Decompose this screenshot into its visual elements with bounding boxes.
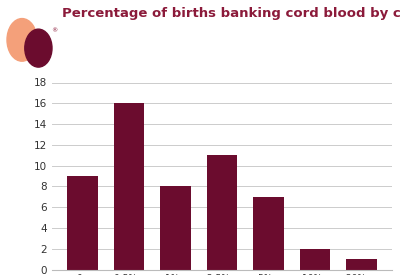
Bar [68, 176, 98, 270]
Bar [300, 249, 330, 270]
Text: Percentage of births banking cord blood by country: Percentage of births banking cord blood … [62, 7, 400, 20]
Bar [207, 155, 237, 270]
Bar [253, 197, 284, 270]
Bar [346, 259, 376, 270]
Bar [160, 186, 191, 270]
Text: ®: ® [51, 29, 58, 34]
Bar [114, 103, 144, 270]
